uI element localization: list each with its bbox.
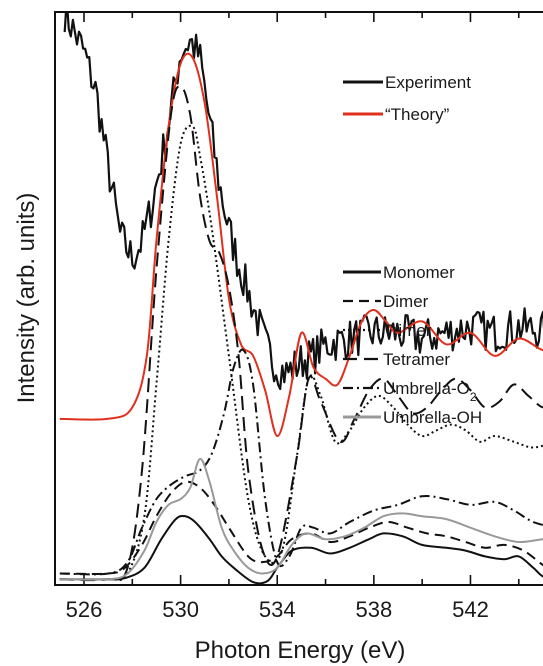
legend-label-monomer: Monomer [383,263,455,282]
x-axis-title: Photon Energy (eV) [195,637,406,664]
legend-bottom: Monomer Dimer Trimer Tetramer Umbrella-O2 Umb… [343,263,482,427]
x-tick-label-530: 530 [162,597,199,622]
x-axis-ticks [83,12,520,585]
series-line-umbrella-o [59,348,543,576]
legend-label-experiment: Experiment [385,73,471,92]
y-axis-title: Intensity (arb. units) [13,193,40,404]
series-line-monomer [59,514,543,585]
series-line-tetramer [59,85,543,582]
x-tick-label-538: 538 [355,597,392,622]
series-line-umbrella-oh [59,457,543,581]
x-tick-label-526: 526 [66,597,103,622]
legend-label-umbrella-o: Umbrella-O2 [383,379,477,404]
legend-label-trimer: Trimer [383,321,432,340]
x-tick-label-534: 534 [259,597,296,622]
x-axis-tick-labels: 526 530 534 538 542 [66,597,489,622]
plot-frame [54,11,543,586]
legend-label-tetramer: Tetramer [383,350,450,369]
series-layer [59,12,543,585]
legend-label-theory: “Theory” [385,105,450,124]
legend-label-dimer: Dimer [383,292,429,311]
series-line-experiment [63,12,543,391]
legend-label-umbrella-oh: Umbrella-OH [383,408,482,427]
legend-label-subscript: 2 [470,390,477,404]
series-line-theory [59,52,543,438]
x-tick-label-542: 542 [452,597,489,622]
legend-top: Experiment “Theory” [343,73,471,124]
